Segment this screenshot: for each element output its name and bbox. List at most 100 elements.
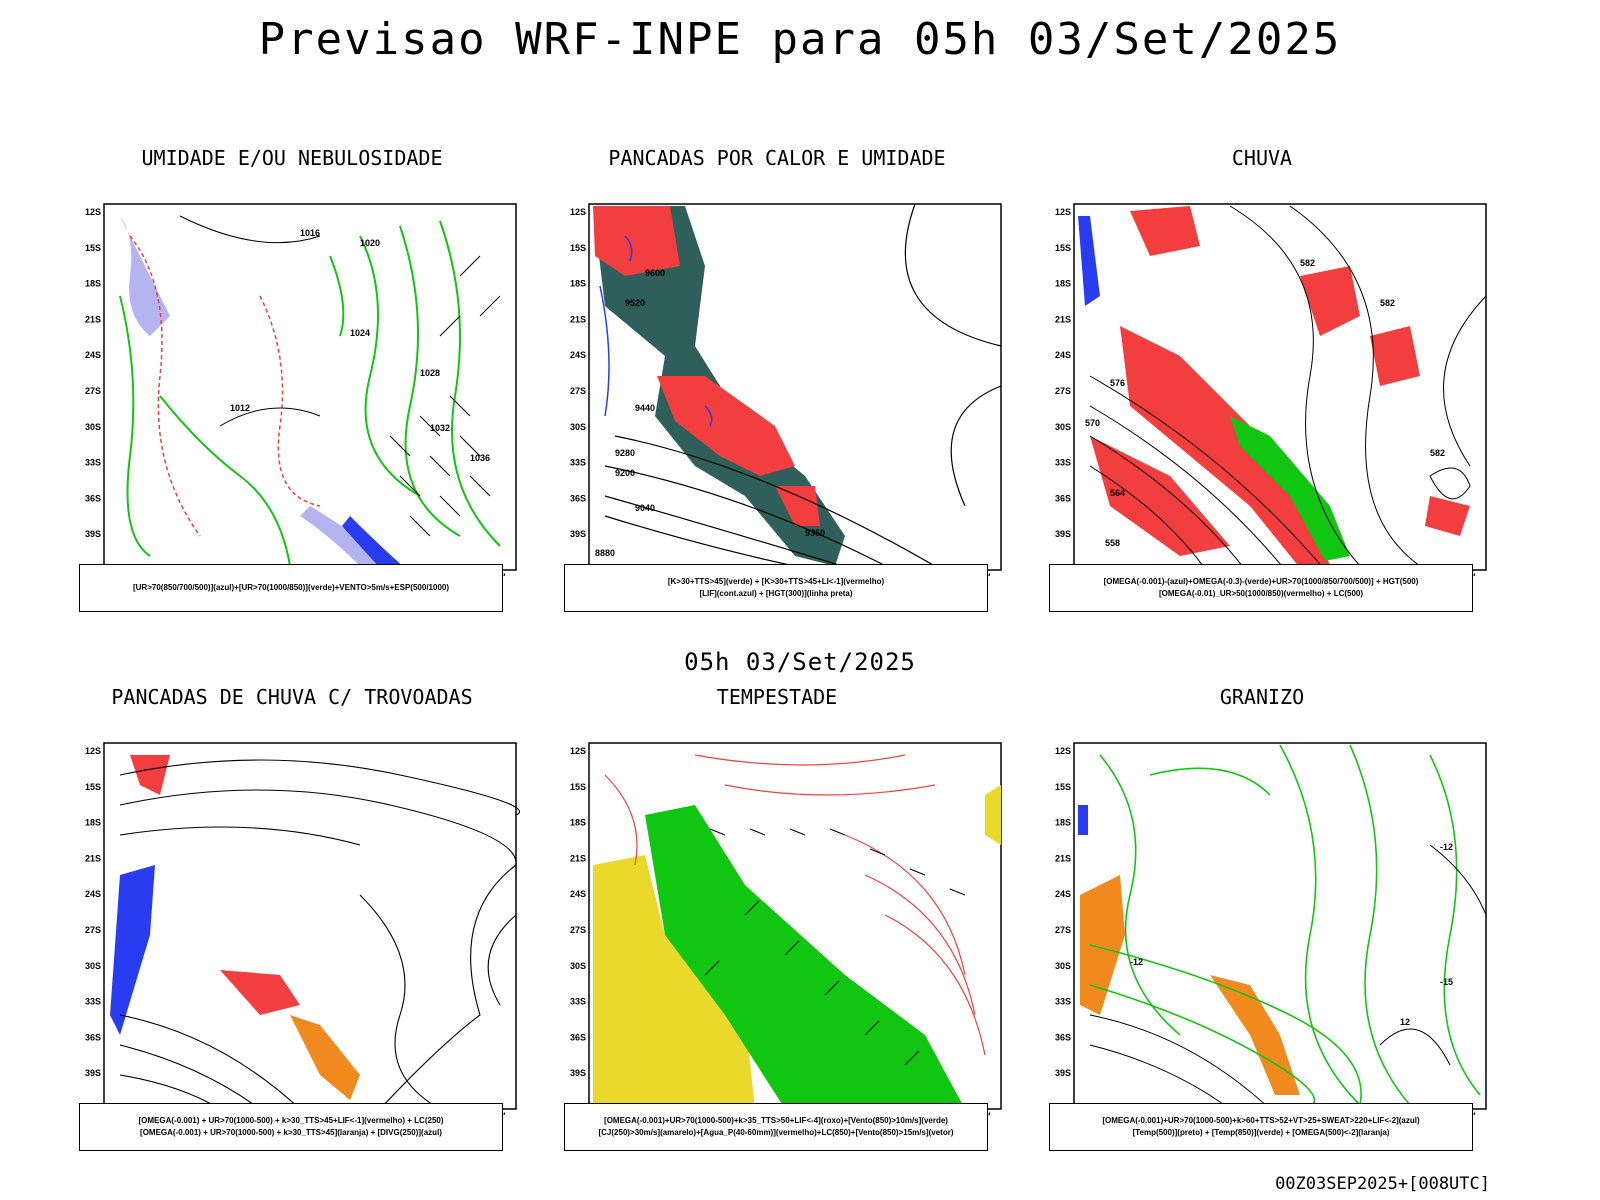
panel-title: CHUVA [1231,146,1293,170]
temp-label: 12 [1400,1017,1410,1027]
height-label: 9600 [645,268,665,278]
isobar-label: 1012 [230,403,250,413]
height-label: 582 [1380,298,1395,308]
lat-tick-label: 21S [1055,853,1071,863]
lat-tick-label: 33S [85,458,101,468]
isobar-label: 1024 [350,328,370,338]
footer-run-id: 00Z03SEP2025+[008UTC] [1275,1174,1490,1194]
lat-tick-label: 12S [1055,207,1071,217]
panel-title: TEMPESTADE [716,685,838,709]
main-title: Previsao WRF-INPE para 05h 03/Set/2025 [258,14,1342,65]
lat-tick-label: 30S [85,961,101,971]
lat-tick-label: 15S [570,243,586,253]
lat-tick-label: 15S [1055,243,1071,253]
lat-tick-label: 21S [570,853,586,863]
caption-trovoadas: [OMEGA(-0.001) + UR>70(1000-500) + k>30_… [79,1103,503,1151]
isobar-label: 1028 [420,368,440,378]
lat-tick-label: 30S [570,961,586,971]
lat-tick-label: 36S [85,1032,101,1042]
lat-tick-label: 30S [1055,961,1071,971]
lat-tick-label: 33S [85,997,101,1007]
height-label: 564 [1110,488,1125,498]
lat-tick-label: 30S [570,422,586,432]
isobar-label: 1020 [360,238,380,248]
caption-tempestade: [OMEGA(-0.001)+UR>70(1000-500)+k>35_TTS>… [564,1103,988,1151]
lat-tick-label: 36S [570,1032,586,1042]
lat-tick-label: 33S [1055,997,1071,1007]
height-label: 9440 [635,403,655,413]
lat-tick-label: 30S [1055,422,1071,432]
caption-pancadas-calor: [K>30+TTS>45](verde) + [K>30+TTS>45+LI<-… [564,564,988,612]
height-label: 558 [1105,538,1120,548]
lat-tick-label: 24S [1055,889,1071,899]
map-pancadas-calor: 12S15S18S21S24S27S30S33S36S39S42S70W65W6… [570,203,1002,576]
panel-tempestade: TEMPESTADE 12S 15S 18S 21S 24S 27S 30S 33S 36S 39… [537,685,1017,1155]
lat-tick-label: 21S [1055,314,1071,324]
lat-tick-label: 27S [570,925,586,935]
panel-title: PANCADAS POR CALOR E UMIDADE [608,146,946,170]
caption-line: [Temp(500)](preto) + [Temp(850)](verde) … [1132,1128,1390,1137]
lat-tick-label: 21S [85,853,101,863]
panel-chuva: CHUVA 12S15S18S21S24S27S30S33S36S39S42S7… [1022,146,1502,616]
map-tempestade: 12S15S18S21S24S27S30S33S36S39S42S70W65W6… [570,742,1002,1115]
lat-tick-label: 36S [1055,1032,1071,1042]
lat-tick-label: 15S [85,782,101,792]
lat-tick-label: 39S [85,529,101,539]
lat-tick-label: 21S [570,314,586,324]
lat-tick-label: 27S [1055,925,1071,935]
lat-tick-label: 24S [85,350,101,360]
lat-tick-label: 18S [570,279,586,289]
lat-tick-label: 39S [1055,529,1071,539]
lat-tick-label: 33S [1055,458,1071,468]
lat-tick-label: 24S [570,889,586,899]
map-trovoadas: 12S15S18S21S24S27S30S33S36S39S42S70W65W6… [85,742,520,1115]
caption-line: [OMEGA(-0.001)+UR>70(1000-500)+k>60+TTS>… [1102,1116,1420,1125]
lat-tick-label: 39S [570,1068,586,1078]
height-label: 570 [1085,418,1100,428]
lat-tick-label: 33S [570,458,586,468]
caption-line: [OMEGA(-0.001) + UR>70(1000-500) + k>30_… [140,1128,442,1137]
caption-line: [K>30+TTS>45](verde) + [K>30+TTS>45+LI<-… [667,577,885,586]
map-granizo: 12S15S18S21S24S27S30S33S36S39S42S70W65W6… [1055,742,1487,1115]
isobar-label: 1036 [470,453,490,463]
height-label: 9040 [635,503,655,513]
caption-line: [CJ(250)>30m/s](amarelo)+[Agua_P(40-60mm… [598,1128,954,1137]
lat-tick-label: 36S [1055,493,1071,503]
lat-tick-label: 12S [85,207,101,217]
lat-tick-label: 36S [85,493,101,503]
map-umidade: 12S15S18S21S24S27S30S33S36S39S42S70W65W6… [85,203,517,576]
lat-tick-label: 18S [1055,818,1071,828]
map-chuva: 12S15S18S21S24S27S30S33S36S39S42S70W65W6… [1055,203,1487,576]
isobar-label: 1032 [430,423,450,433]
height-label: 582 [1430,448,1445,458]
lat-tick-label: 27S [1055,386,1071,396]
caption-line: [OMEGA(-0.001)+UR>70(1000-500)+k>35_TTS>… [604,1116,948,1125]
lat-tick-label: 18S [85,818,101,828]
lat-tick-label: 18S [1055,279,1071,289]
lat-tick-label: 27S [570,386,586,396]
lat-tick-label: 27S [85,386,101,396]
lat-tick-label: 24S [85,889,101,899]
caption-line: [OMEGA(-0.001)-(azul)+OMEGA(-0.3)-(verde… [1103,577,1419,586]
temp-label: -12 [1440,842,1453,852]
lat-tick-label: 33S [570,997,586,1007]
caption-line: [LIF](cont.azul) + [HGT(300)](linha pret… [699,589,853,598]
panel-title: GRANIZO [1219,685,1305,709]
lat-tick-label: 39S [85,1068,101,1078]
lat-tick-label: 12S [570,207,586,217]
height-label: 582 [1300,258,1315,268]
lat-tick-label: 18S [570,818,586,828]
height-label: 9520 [625,298,645,308]
panel-title: UMIDADE E/OU NEBULOSIDADE [141,146,443,170]
caption-line: [OMEGA(-0.001) + UR>70(1000-500) + k>30_… [138,1116,444,1125]
lat-tick-label: 12S [1055,746,1071,756]
caption-umidade: [UR>70(850/700/500)](azul)+[UR>70(1000/8… [79,564,503,612]
lat-tick-label: 39S [570,529,586,539]
lat-tick-label: 39S [1055,1068,1071,1078]
panel-pancadas-calor: PANCADAS POR CALOR E UMIDADE 12S 15S 18S 21… [537,146,1017,616]
lat-tick-label: 15S [1055,782,1071,792]
mid-title: 05h 03/Set/2025 [684,648,916,676]
caption-line: [UR>70(850/700/500)](azul)+[UR>70(1000/8… [132,583,450,592]
lat-tick-label: 36S [570,493,586,503]
height-label: 9360 [805,528,825,538]
